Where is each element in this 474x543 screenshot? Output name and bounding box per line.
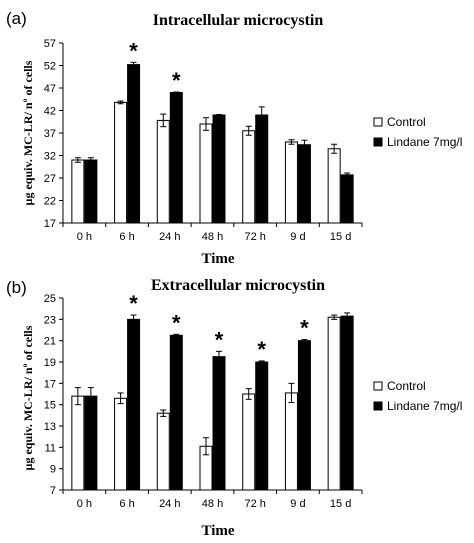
legend-label: Control xyxy=(387,379,426,393)
bar-control xyxy=(327,316,341,491)
significance-star: * xyxy=(129,38,138,63)
bar-lindane xyxy=(169,334,183,491)
significance-star: * xyxy=(172,68,181,93)
x-tick-label: 48 h xyxy=(202,231,223,243)
y-tick-label: 21 xyxy=(44,336,56,348)
y-tick-label: 32 xyxy=(44,151,56,163)
x-tick-label: 72 h xyxy=(245,498,266,510)
bar-lindane xyxy=(127,318,141,491)
y-tick-label: 25 xyxy=(44,293,56,305)
legend-swatch xyxy=(373,137,383,147)
x-tick-label: 15 d xyxy=(330,498,351,510)
x-tick-label: 9 d xyxy=(290,231,305,243)
bar-lindane xyxy=(212,356,226,491)
bar-lindane xyxy=(212,114,226,224)
y-tick-label: 9 xyxy=(50,464,56,476)
y-tick-label: 13 xyxy=(44,421,56,433)
bar-lindane xyxy=(340,174,354,224)
bar-lindane xyxy=(255,361,269,491)
bar-lindane xyxy=(84,395,98,491)
significance-star: * xyxy=(215,327,224,352)
panel-label: (b) xyxy=(6,278,27,297)
y-axis-label: µg equiv. MC-LR/ nº of cells xyxy=(21,325,35,470)
y-tick-label: 17 xyxy=(44,218,56,230)
bar-control xyxy=(284,392,298,491)
x-axis-label: Time xyxy=(201,251,234,267)
x-axis-label: Time xyxy=(201,523,234,539)
x-tick-label: 72 h xyxy=(245,231,266,243)
bar-lindane xyxy=(340,315,354,491)
legend-swatch xyxy=(373,381,383,391)
y-tick-label: 27 xyxy=(44,173,56,185)
x-tick-label: 6 h xyxy=(119,498,134,510)
bar-lindane xyxy=(297,340,311,491)
legend-swatch xyxy=(373,117,383,127)
legend-label: Control xyxy=(387,115,426,129)
bar-control xyxy=(71,395,85,491)
x-tick-label: 15 d xyxy=(330,231,351,243)
bar-lindane xyxy=(169,92,183,224)
bar-lindane xyxy=(255,114,269,224)
legend-swatch xyxy=(373,401,383,411)
bar-control xyxy=(114,397,128,491)
chart-title: Extracellular microcystin xyxy=(151,277,325,294)
y-tick-label: 47 xyxy=(44,83,56,95)
bar-control xyxy=(242,130,256,224)
bar-control xyxy=(114,101,128,224)
x-tick-label: 0 h xyxy=(77,231,92,243)
bar-lindane xyxy=(127,64,141,224)
x-tick-label: 9 d xyxy=(290,498,305,510)
bar-lindane xyxy=(84,159,98,224)
y-tick-label: 19 xyxy=(44,357,56,369)
significance-star: * xyxy=(129,291,138,316)
legend-label: Lindane 7mg/l xyxy=(387,135,462,149)
y-axis-label: µg equiv. MC-LR/ nº of cells xyxy=(21,60,35,205)
chart-title: Intracellular microcystin xyxy=(153,12,324,29)
bar-control xyxy=(199,123,213,224)
x-tick-label: 0 h xyxy=(77,498,92,510)
bar-lindane xyxy=(297,144,311,224)
y-tick-label: 52 xyxy=(44,61,56,73)
bar-control xyxy=(284,141,298,224)
y-tick-label: 11 xyxy=(45,442,56,454)
y-tick-label: 7 xyxy=(50,485,56,497)
panel-label: (a) xyxy=(6,9,27,28)
y-tick-label: 22 xyxy=(44,196,56,208)
y-tick-label: 42 xyxy=(44,106,56,118)
y-tick-label: 37 xyxy=(44,128,56,140)
y-tick-label: 57 xyxy=(44,38,56,50)
bar-control xyxy=(156,412,170,491)
legend-label: Lindane 7mg/l xyxy=(387,399,462,413)
y-tick-label: 23 xyxy=(44,314,56,326)
x-tick-label: 6 h xyxy=(119,231,134,243)
bar-control xyxy=(242,393,256,491)
x-tick-label: 24 h xyxy=(159,231,180,243)
bar-control xyxy=(156,119,170,224)
x-tick-label: 48 h xyxy=(202,498,223,510)
chart-panel-b: (b) Extracellular microcystin Time µg eq… xyxy=(6,277,462,539)
bar-control xyxy=(327,148,341,224)
y-tick-label: 15 xyxy=(44,400,56,412)
significance-star: * xyxy=(257,337,266,362)
significance-star: * xyxy=(172,310,181,335)
chart-panel-a: (a) Intracellular microcystin Time µg eq… xyxy=(6,9,462,267)
significance-star: * xyxy=(300,316,309,341)
x-tick-label: 24 h xyxy=(159,498,180,510)
bar-control xyxy=(71,159,85,224)
y-tick-label: 17 xyxy=(44,378,56,390)
